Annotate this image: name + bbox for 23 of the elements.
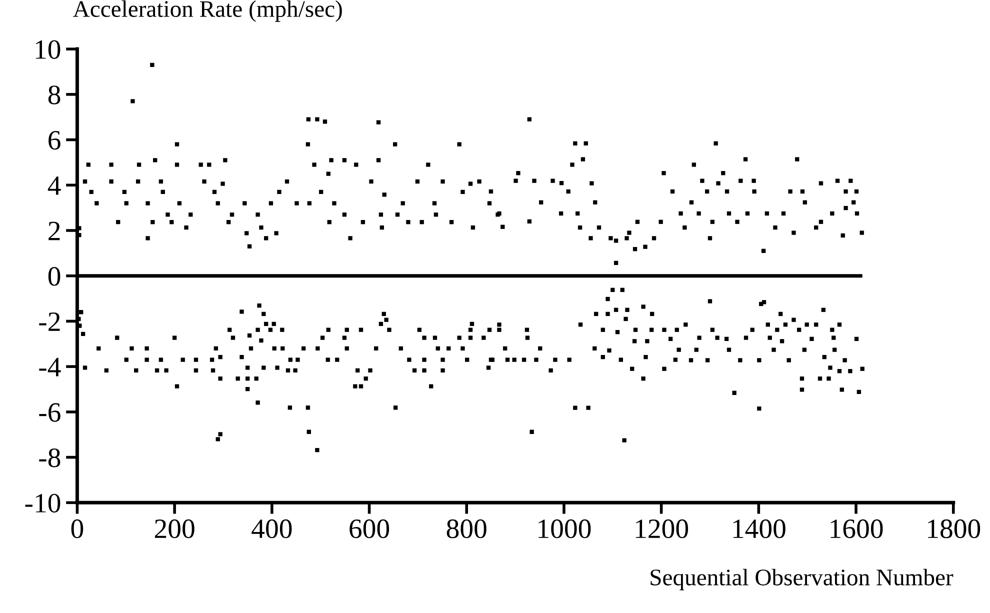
y-tick-label: -10	[25, 494, 60, 513]
y-axis-title: Acceleration Rate (mph/sec)	[73, 0, 342, 22]
x-tick-label: 1800	[928, 519, 980, 538]
y-tick-label: 2	[48, 222, 60, 240]
y-tick-label: 0	[48, 267, 60, 286]
y-tick-label: 10	[36, 40, 60, 59]
x-tick-label: 200	[154, 519, 194, 538]
y-tick-label: -8	[39, 448, 60, 468]
x-tick-label: 0	[71, 519, 84, 538]
x-tick-label: 1000	[538, 519, 591, 538]
y-tick-label: -2	[39, 312, 60, 331]
y-tick-label: -4	[39, 358, 61, 376]
x-tick-label: 600	[350, 519, 390, 538]
x-tick-label: 1200	[636, 519, 688, 538]
y-tick-label: 6	[48, 131, 60, 150]
x-tick-label: 400	[252, 519, 292, 538]
x-tick-label: 800	[446, 519, 486, 538]
x-axis-title: Sequential Observation Number	[650, 568, 954, 590]
x-tick-label: 1400	[733, 519, 786, 538]
y-tick-label: -6	[39, 403, 60, 422]
y-tick-label: 4	[48, 176, 61, 195]
y-tick-label: 8	[48, 86, 60, 104]
x-tick-label: 1600	[830, 519, 883, 538]
